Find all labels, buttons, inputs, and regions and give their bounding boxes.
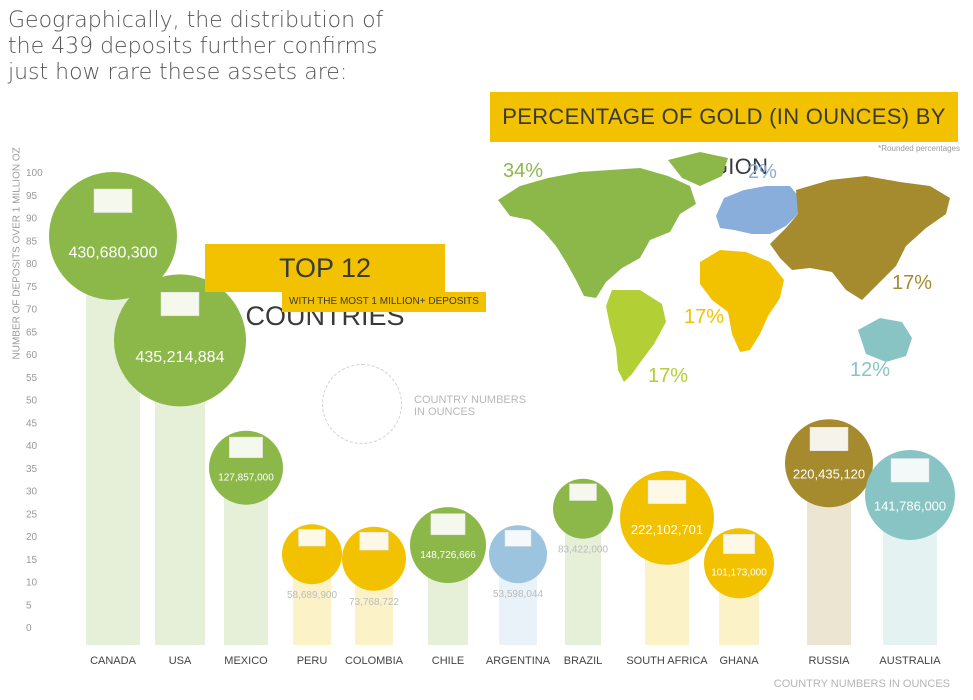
legend-dashed-circle: [322, 364, 402, 444]
country-flag-icon: [430, 513, 466, 536]
country-category-label: MEXICO: [224, 655, 268, 667]
y-tick-label: 60: [26, 350, 38, 361]
y-tick-label: 25: [26, 509, 38, 520]
country-ounces-label: 148,726,666: [420, 550, 476, 561]
country-category-label: CANADA: [90, 655, 137, 667]
country-flag-icon: [809, 426, 849, 452]
country-ounces-label: 83,422,000: [558, 545, 608, 556]
country-flag-icon: [359, 531, 389, 551]
bar-bubble: [620, 470, 714, 565]
y-tick-label: 50: [26, 396, 38, 407]
y-tick-label: 75: [26, 282, 38, 293]
y-tick-label: 30: [26, 487, 38, 498]
country-category-label: AUSTRALIA: [879, 655, 941, 667]
country-category-label: ARGENTINA: [486, 655, 551, 667]
bar-bubble: [785, 419, 873, 508]
country-ounces-label: 222,102,701: [631, 522, 703, 537]
y-tick-label: 45: [26, 418, 38, 429]
y-tick-label: 95: [26, 191, 38, 202]
country-ounces-label: 127,857,000: [218, 472, 274, 483]
country-category-label: COLOMBIA: [345, 655, 404, 667]
country-flag-icon: [647, 479, 687, 504]
y-tick-label: 0: [26, 623, 32, 634]
bar-bubble: [49, 172, 177, 300]
country-flag-icon: [298, 529, 326, 547]
top12-subtitle: WITH THE MOST 1 MILLION+ DEPOSITS: [282, 292, 486, 312]
y-tick-label: 70: [26, 305, 38, 316]
country-ounces-label: 73,768,722: [349, 597, 399, 608]
y-tick-label: 65: [26, 327, 38, 338]
bar-bubble: [342, 526, 406, 591]
bar-bubble: [209, 430, 283, 505]
top12-title: TOP 12 COUNTRIES: [205, 244, 445, 331]
legend-text-line2: IN OUNCES: [414, 406, 476, 418]
y-tick-label: 15: [26, 555, 38, 566]
country-ounces-label: 53,598,044: [493, 589, 543, 600]
bar-bubble: [865, 450, 955, 541]
country-category-label: PERU: [297, 655, 328, 667]
bar-bubble: [489, 525, 547, 584]
y-tick-label: 40: [26, 441, 38, 452]
legend-text-line1: COUNTRY NUMBERS: [414, 394, 527, 406]
bar-bubble: [282, 524, 342, 585]
country-category-label: RUSSIA: [809, 655, 851, 667]
country-flag-icon: [723, 534, 755, 555]
y-tick-label: 55: [26, 373, 38, 384]
intro-text: Geographically, the distribution of the …: [8, 8, 384, 85]
country-ounces-label: 101,173,000: [711, 567, 767, 578]
country-flag-icon: [890, 458, 930, 483]
country-ounces-label: 435,214,884: [136, 349, 225, 366]
country-category-label: SOUTH AFRICA: [626, 655, 708, 667]
map-title: PERCENTAGE OF GOLD (IN OUNCES) BY REGION: [490, 92, 958, 179]
y-tick-label: 85: [26, 236, 38, 247]
y-tick-label: 100: [26, 168, 43, 179]
country-category-label: GHANA: [719, 655, 759, 667]
country-ounces-label: 58,689,900: [287, 590, 337, 601]
y-tick-label: 80: [26, 259, 38, 270]
bar-bubble: [704, 528, 774, 599]
y-tick-label: 90: [26, 214, 38, 225]
country-ounces-label: 141,786,000: [874, 499, 946, 514]
country-ounces-label: 220,435,120: [793, 467, 865, 482]
bar-bubble: [410, 507, 486, 584]
country-flag-icon: [229, 436, 263, 458]
y-tick-label: 10: [26, 578, 38, 589]
country-flag-icon: [160, 292, 200, 317]
country-flag-icon: [93, 188, 133, 213]
country-category-label: BRAZIL: [564, 655, 603, 667]
country-flag-icon: [504, 529, 532, 547]
country-flag-icon: [569, 483, 597, 501]
bar-bubble: [553, 478, 613, 539]
y-tick-label: 35: [26, 464, 38, 475]
footer-note: COUNTRY NUMBERS IN OUNCES: [773, 678, 950, 690]
y-tick-label: 5: [26, 600, 32, 611]
bar-bubble: [114, 274, 246, 407]
rounded-percentages-note: *Rounded percentages: [878, 144, 960, 153]
country-category-label: USA: [169, 655, 192, 667]
legend-text: COUNTRY NUMBERS IN OUNCES: [414, 394, 534, 418]
y-tick-label: 20: [26, 532, 38, 543]
country-category-label: CHILE: [432, 655, 464, 667]
country-ounces-label: 430,680,300: [69, 244, 158, 261]
